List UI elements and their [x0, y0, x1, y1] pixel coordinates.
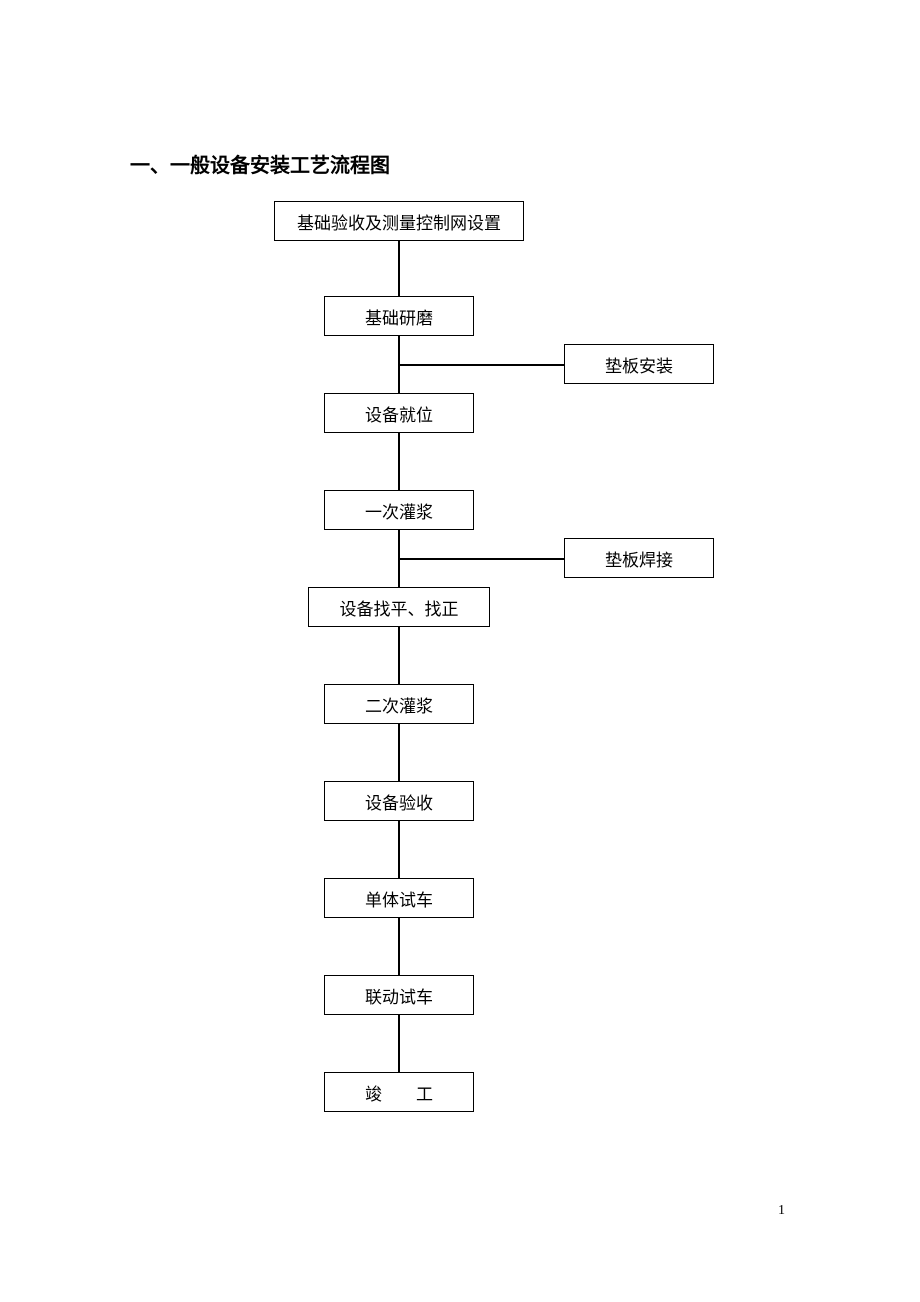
flowchart-node-s1: 垫板安装 — [564, 344, 714, 384]
flowchart-node-n4: 一次灌浆 — [324, 490, 474, 530]
flowchart-node-n5: 设备找平、找正 — [308, 587, 490, 627]
flowchart-node-n3: 设备就位 — [324, 393, 474, 433]
flowchart-node-n7: 设备验收 — [324, 781, 474, 821]
flowchart-node-n2: 基础研磨 — [324, 296, 474, 336]
page-title: 一、一般设备安装工艺流程图 — [130, 149, 390, 178]
flowchart-edge-8 — [398, 1015, 400, 1072]
page-number: 1 — [778, 1203, 785, 1219]
flowchart-edge-5 — [398, 724, 400, 781]
flowchart-edge-0 — [398, 241, 400, 296]
flowchart-edge-10 — [398, 558, 564, 560]
flowchart-edge-6 — [398, 821, 400, 878]
flowchart-edge-4 — [398, 627, 400, 684]
flowchart-node-n9: 联动试车 — [324, 975, 474, 1015]
flowchart-edge-9 — [398, 364, 564, 366]
flowchart-node-n8: 单体试车 — [324, 878, 474, 918]
flowchart-node-n6: 二次灌浆 — [324, 684, 474, 724]
flowchart-node-n10: 竣 工 — [324, 1072, 474, 1112]
flowchart-node-n1: 基础验收及测量控制网设置 — [274, 201, 524, 241]
flowchart-node-s2: 垫板焊接 — [564, 538, 714, 578]
flowchart-edge-2 — [398, 433, 400, 490]
flowchart-edge-7 — [398, 918, 400, 975]
